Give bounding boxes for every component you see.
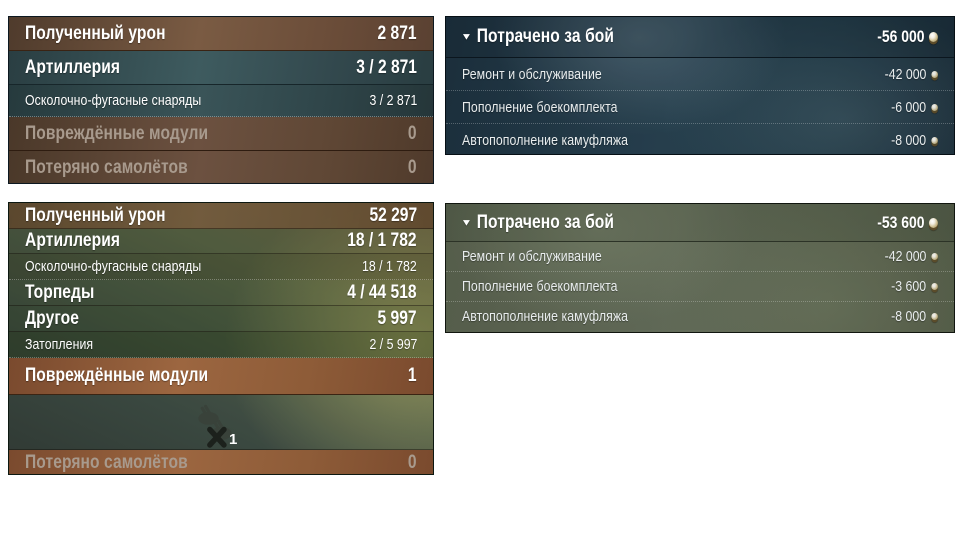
svg-text:1: 1 [229,431,237,448]
